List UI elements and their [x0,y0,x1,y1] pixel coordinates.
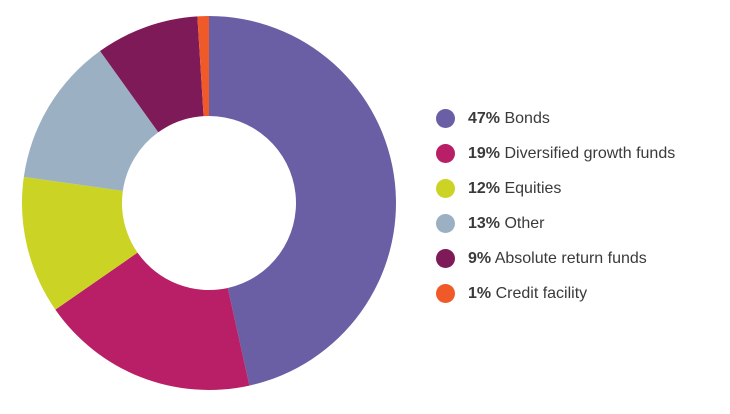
slice-credit-facility [197,16,209,117]
legend-percent: 19% [468,144,501,162]
legend-label: 12% Equities [468,180,561,198]
legend-percent: 13% [468,214,501,232]
legend-item: 19% Diversified growth funds [436,136,675,171]
slice-bonds [209,16,396,386]
legend-label: 19% Diversified growth funds [468,145,675,163]
legend-label: 13% Other [468,215,545,233]
slice-other [23,51,159,191]
legend-item: 47% Bonds [436,101,675,136]
donut-chart [22,16,396,390]
legend-swatch [436,179,455,198]
legend-series-name: Equities [504,179,562,197]
legend-label: 1% Credit facility [468,285,587,303]
legend-swatch [436,109,455,128]
legend-item: 13% Other [436,206,675,241]
legend-swatch [436,144,455,163]
legend-series-name: Other [504,214,545,232]
legend-series-name: Credit facility [495,284,588,302]
legend-label: 47% Bonds [468,110,550,128]
legend-series-name: Diversified growth funds [504,144,676,162]
legend-item: 12% Equities [436,171,675,206]
legend-item: 9% Absolute return funds [436,241,675,276]
legend-swatch [436,284,455,303]
legend-percent: 12% [468,179,501,197]
chart-legend: 47% Bonds 19% Diversified growth funds 12%… [436,101,675,311]
legend-percent: 1% [468,284,492,302]
legend-percent: 9% [468,249,492,267]
legend-label: 9% Absolute return funds [468,250,647,268]
legend-series-name: Bonds [504,109,550,127]
legend-swatch [436,249,455,268]
legend-swatch [436,214,455,233]
slice-diversified-growth-funds [55,252,250,390]
legend-percent: 47% [468,109,501,127]
legend-item: 1% Credit facility [436,276,675,311]
slice-equities [22,176,138,310]
legend-series-name: Absolute return funds [494,249,647,267]
slice-absolute-return-funds [100,16,204,133]
